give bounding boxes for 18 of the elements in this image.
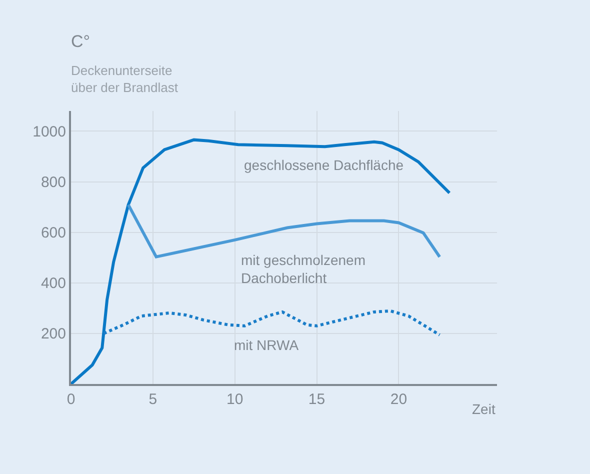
x-tick-label: 20	[390, 391, 408, 408]
y-tick-label: 400	[40, 275, 66, 292]
series-label: mit geschmolzenem Dachoberlicht	[241, 252, 366, 286]
x-axis-title: Zeit	[472, 401, 496, 417]
series-label: geschlossene Dachfläche	[244, 157, 404, 173]
line-series	[102, 309, 442, 336]
chart-subtitle: Deckenunterseite über der Brandlast	[71, 63, 178, 95]
y-tick-label: 1000	[32, 123, 66, 140]
x-tick-label: 10	[226, 391, 244, 408]
y-tick-label: 800	[40, 174, 66, 192]
y-tick-label: 200	[40, 326, 66, 343]
x-tick-label: 5	[148, 391, 158, 408]
y-tick-label: 600	[40, 224, 66, 242]
x-tick-label: 15	[308, 391, 326, 408]
line-series	[71, 138, 451, 384]
x-tick-label: 0	[66, 391, 76, 408]
y-axis-title: C°	[71, 32, 90, 51]
series-label: mit NRWA	[234, 337, 300, 353]
